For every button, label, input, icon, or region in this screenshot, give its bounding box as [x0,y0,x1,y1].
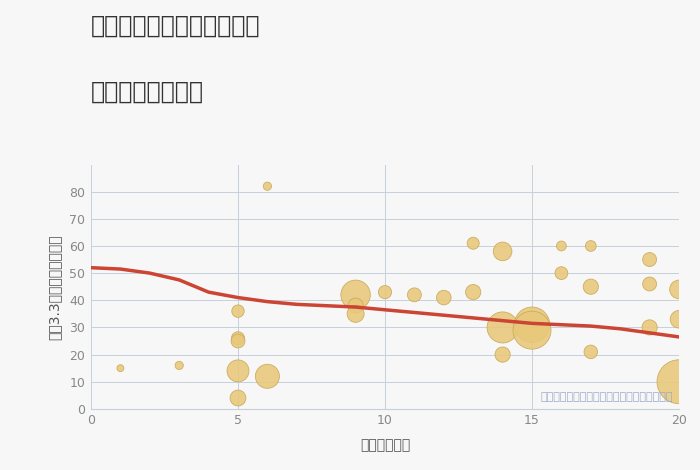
Point [379,289,391,296]
Point [526,321,538,329]
Point [174,362,185,369]
X-axis label: 駅距離（分）: 駅距離（分） [360,439,410,453]
Point [585,348,596,356]
Point [115,364,126,372]
Point [468,240,479,247]
Text: 駅距離別土地価格: 駅距離別土地価格 [91,80,204,104]
Point [585,242,596,250]
Point [232,307,244,315]
Point [644,256,655,263]
Point [644,280,655,288]
Point [673,286,685,293]
Point [350,310,361,318]
Point [232,394,244,402]
Point [350,291,361,298]
Point [497,248,508,255]
Point [232,335,244,342]
Text: 円の大きさは、取引のあった物件面積を示す: 円の大きさは、取引のあった物件面積を示す [540,392,673,402]
Point [585,283,596,290]
Point [350,302,361,309]
Point [409,291,420,298]
Point [497,351,508,358]
Point [644,324,655,331]
Point [232,367,244,375]
Point [497,324,508,331]
Point [232,337,244,345]
Point [556,242,567,250]
Point [526,326,538,334]
Point [262,182,273,190]
Point [438,294,449,301]
Point [262,373,273,380]
Point [468,289,479,296]
Y-axis label: 坪（3.3㎡）単価（万円）: 坪（3.3㎡）単価（万円） [47,234,61,339]
Point [673,315,685,323]
Point [556,269,567,277]
Text: 奈良県奈良市法蓮佐保山の: 奈良県奈良市法蓮佐保山の [91,14,260,38]
Point [673,378,685,385]
